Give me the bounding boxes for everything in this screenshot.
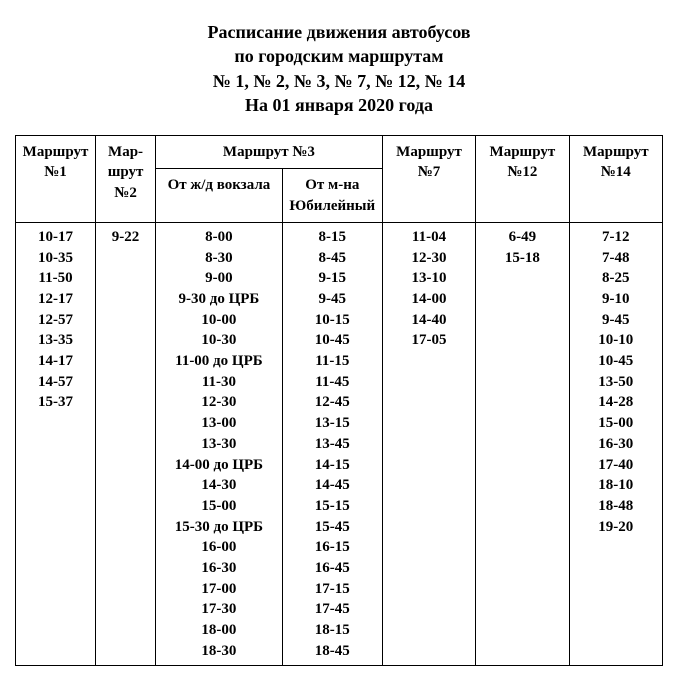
time-cell: 19-20 (572, 517, 660, 538)
time-cell: 7-48 (572, 248, 660, 269)
time-cell: 14-00 (385, 289, 473, 310)
time-cell: 18-10 (572, 475, 660, 496)
time-cell: 9-15 (285, 268, 380, 289)
header-route-3: Маршрут №3 (156, 136, 383, 169)
time-cell: 15-18 (478, 248, 566, 269)
time-cell: 12-30 (385, 248, 473, 269)
time-cell: 8-25 (572, 268, 660, 289)
header-route-1: Маршрут №1 (16, 136, 96, 223)
time-cell: 11-45 (285, 372, 380, 393)
time-cell: 8-45 (285, 248, 380, 269)
col-route-12: 6-4915-18 (476, 222, 569, 665)
time-cell: 18-45 (285, 641, 380, 662)
title-line-2: по городским маршрутам (15, 44, 663, 68)
time-cell: 16-30 (158, 558, 280, 579)
time-cell: 18-00 (158, 620, 280, 641)
time-cell: 17-45 (285, 599, 380, 620)
time-cell: 11-30 (158, 372, 280, 393)
time-cell: 10-10 (572, 330, 660, 351)
time-cell: 15-45 (285, 517, 380, 538)
time-cell: 18-15 (285, 620, 380, 641)
time-cell: 9-45 (572, 310, 660, 331)
time-cell: 9-10 (572, 289, 660, 310)
time-cell: 10-30 (158, 330, 280, 351)
time-cell: 14-00 до ЦРБ (158, 455, 280, 476)
time-cell: 15-15 (285, 496, 380, 517)
time-cell: 16-30 (572, 434, 660, 455)
col-route-3a: 8-008-309-009-30 до ЦРБ10-0010-3011-00 д… (156, 222, 283, 665)
time-cell: 14-28 (572, 392, 660, 413)
time-cell: 15-00 (158, 496, 280, 517)
time-cell: 9-45 (285, 289, 380, 310)
time-cell: 14-17 (18, 351, 93, 372)
time-cell: 14-30 (158, 475, 280, 496)
time-cell: 11-00 до ЦРБ (158, 351, 280, 372)
time-cell: 8-15 (285, 227, 380, 248)
time-cell: 17-00 (158, 579, 280, 600)
time-cell: 10-45 (572, 351, 660, 372)
time-cell: 14-15 (285, 455, 380, 476)
col-route-3b: 8-158-459-159-4510-1510-4511-1511-4512-4… (282, 222, 382, 665)
time-cell: 15-37 (18, 392, 93, 413)
header-route-2: Мар-шрут №2 (96, 136, 156, 223)
time-cell: 17-30 (158, 599, 280, 620)
title-line-1: Расписание движения автобусов (15, 20, 663, 44)
time-cell: 8-30 (158, 248, 280, 269)
time-cell: 11-50 (18, 268, 93, 289)
title-line-4: На 01 января 2020 года (15, 93, 663, 117)
time-cell: 16-45 (285, 558, 380, 579)
schedule-table: Маршрут №1 Мар-шрут №2 Маршрут №3 Маршру… (15, 135, 663, 666)
header-route-14: Маршрут №14 (569, 136, 662, 223)
time-cell: 17-15 (285, 579, 380, 600)
col-route-7: 11-0412-3013-1014-0014-4017-05 (382, 222, 475, 665)
header-route-3a: От ж/д вокзала (156, 169, 283, 223)
header-route-12: Маршрут №12 (476, 136, 569, 223)
time-cell: 10-00 (158, 310, 280, 331)
time-cell: 13-45 (285, 434, 380, 455)
time-cell: 10-35 (18, 248, 93, 269)
header-route-3b: От м-на Юбилейный (282, 169, 382, 223)
time-cell: 12-57 (18, 310, 93, 331)
time-cell: 13-15 (285, 413, 380, 434)
time-cell: 12-17 (18, 289, 93, 310)
time-cell: 15-30 до ЦРБ (158, 517, 280, 538)
time-cell: 16-00 (158, 537, 280, 558)
time-cell: 7-12 (572, 227, 660, 248)
time-cell: 14-40 (385, 310, 473, 331)
time-cell: 15-00 (572, 413, 660, 434)
time-cell: 13-50 (572, 372, 660, 393)
time-cell: 11-15 (285, 351, 380, 372)
time-cell: 9-00 (158, 268, 280, 289)
time-cell: 13-35 (18, 330, 93, 351)
time-cell: 10-45 (285, 330, 380, 351)
time-cell: 10-17 (18, 227, 93, 248)
title-block: Расписание движения автобусов по городск… (15, 20, 663, 117)
time-cell: 9-30 до ЦРБ (158, 289, 280, 310)
title-line-3: № 1, № 2, № 3, № 7, № 12, № 14 (15, 69, 663, 93)
time-cell: 10-15 (285, 310, 380, 331)
time-cell: 17-40 (572, 455, 660, 476)
time-cell: 8-00 (158, 227, 280, 248)
col-route-2: 9-22 (96, 222, 156, 665)
col-route-1: 10-1710-3511-5012-1712-5713-3514-1714-57… (16, 222, 96, 665)
time-cell: 9-22 (98, 227, 153, 248)
time-cell: 13-00 (158, 413, 280, 434)
time-cell: 13-30 (158, 434, 280, 455)
time-cell: 14-45 (285, 475, 380, 496)
time-cell: 14-57 (18, 372, 93, 393)
time-cell: 17-05 (385, 330, 473, 351)
time-cell: 16-15 (285, 537, 380, 558)
time-cell: 12-30 (158, 392, 280, 413)
time-cell: 12-45 (285, 392, 380, 413)
time-cell: 11-04 (385, 227, 473, 248)
time-cell: 18-48 (572, 496, 660, 517)
col-route-14: 7-127-488-259-109-4510-1010-4513-5014-28… (569, 222, 662, 665)
time-cell: 6-49 (478, 227, 566, 248)
time-cell: 18-30 (158, 641, 280, 662)
header-route-7: Маршрут №7 (382, 136, 475, 223)
time-cell: 13-10 (385, 268, 473, 289)
